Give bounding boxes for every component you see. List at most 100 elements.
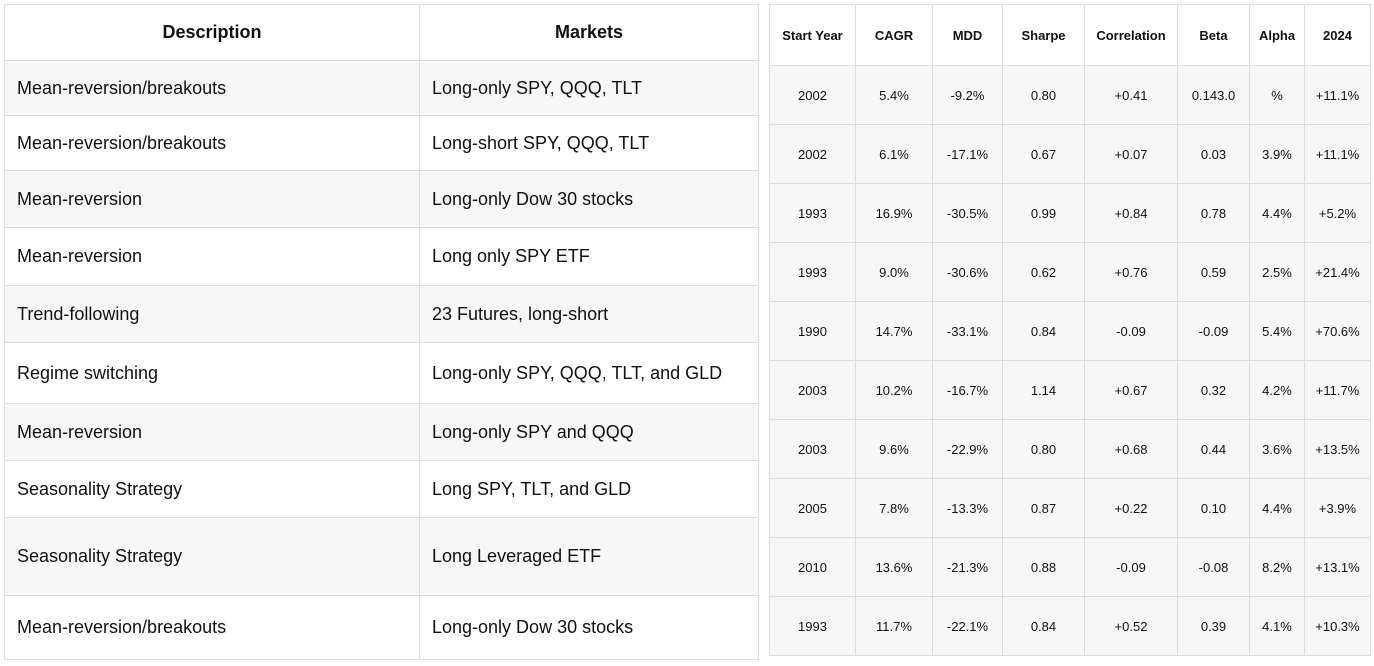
cell-cagr: 5.4% bbox=[855, 65, 933, 125]
cell-cagr: 10.2% bbox=[855, 360, 933, 420]
cell-start-year: 1993 bbox=[769, 183, 856, 243]
cell-cagr: 14.7% bbox=[855, 301, 933, 361]
cell-mdd: -13.3% bbox=[932, 478, 1003, 538]
header-sharpe: Sharpe bbox=[1002, 4, 1085, 66]
cell-correlation: +0.41 bbox=[1084, 65, 1178, 125]
cell-beta: 0.143.0 bbox=[1177, 65, 1250, 125]
cell-correlation: +0.52 bbox=[1084, 596, 1178, 656]
strategies-header-row: Description Markets bbox=[4, 4, 759, 61]
cell-sharpe: 0.67 bbox=[1002, 124, 1085, 184]
cell-sharpe: 0.84 bbox=[1002, 596, 1085, 656]
cell-alpha: 3.9% bbox=[1249, 124, 1305, 184]
cell-beta: 0.44 bbox=[1177, 419, 1250, 479]
strategy-markets: Long-only Dow 30 stocks bbox=[419, 595, 759, 660]
metrics-row: 2003 9.6% -22.9% 0.80 +0.68 0.44 3.6% +1… bbox=[769, 419, 1371, 479]
strategy-markets: Long-only SPY and QQQ bbox=[419, 403, 759, 461]
metrics-row: 1993 9.0% -30.6% 0.62 +0.76 0.59 2.5% +2… bbox=[769, 242, 1371, 302]
cell-2024: +11.1% bbox=[1304, 124, 1371, 184]
cell-sharpe: 0.88 bbox=[1002, 537, 1085, 597]
strategy-description: Mean-reversion/breakouts bbox=[4, 595, 420, 660]
cell-mdd: -33.1% bbox=[932, 301, 1003, 361]
cell-2024: +21.4% bbox=[1304, 242, 1371, 302]
cell-start-year: 1990 bbox=[769, 301, 856, 361]
cell-cagr: 9.6% bbox=[855, 419, 933, 479]
strategy-description: Mean-reversion/breakouts bbox=[4, 60, 420, 116]
cell-mdd: -22.9% bbox=[932, 419, 1003, 479]
strategy-description: Mean-reversion bbox=[4, 170, 420, 228]
strategy-row: Mean-reversion Long-only Dow 30 stocks bbox=[4, 170, 759, 228]
strategy-markets: Long only SPY ETF bbox=[419, 227, 759, 286]
strategy-markets: Long-short SPY, QQQ, TLT bbox=[419, 115, 759, 171]
cell-2024: +11.7% bbox=[1304, 360, 1371, 420]
cell-start-year: 2002 bbox=[769, 124, 856, 184]
strategy-markets: Long SPY, TLT, and GLD bbox=[419, 460, 759, 518]
cell-correlation: +0.07 bbox=[1084, 124, 1178, 184]
metrics-row: 2003 10.2% -16.7% 1.14 +0.67 0.32 4.2% +… bbox=[769, 360, 1371, 420]
cell-correlation: +0.67 bbox=[1084, 360, 1178, 420]
metrics-row: 1990 14.7% -33.1% 0.84 -0.09 -0.09 5.4% … bbox=[769, 301, 1371, 361]
strategy-description: Seasonality Strategy bbox=[4, 460, 420, 518]
cell-start-year: 2003 bbox=[769, 419, 856, 479]
cell-2024: +5.2% bbox=[1304, 183, 1371, 243]
strategy-description: Mean-reversion bbox=[4, 227, 420, 286]
strategy-description: Mean-reversion/breakouts bbox=[4, 115, 420, 171]
strategy-markets: Long-only SPY, QQQ, TLT bbox=[419, 60, 759, 116]
metrics-row: 1993 11.7% -22.1% 0.84 +0.52 0.39 4.1% +… bbox=[769, 596, 1371, 656]
cell-start-year: 2003 bbox=[769, 360, 856, 420]
cell-2024: +11.1% bbox=[1304, 65, 1371, 125]
strategy-row: Trend-following 23 Futures, long-short bbox=[4, 285, 759, 343]
header-cagr: CAGR bbox=[855, 4, 933, 66]
cell-alpha: % bbox=[1249, 65, 1305, 125]
header-description: Description bbox=[4, 4, 420, 61]
metrics-row: 2002 5.4% -9.2% 0.80 +0.41 0.143.0 % +11… bbox=[769, 65, 1371, 125]
cell-sharpe: 0.62 bbox=[1002, 242, 1085, 302]
cell-start-year: 2005 bbox=[769, 478, 856, 538]
header-beta: Beta bbox=[1177, 4, 1250, 66]
cell-cagr: 7.8% bbox=[855, 478, 933, 538]
cell-mdd: -30.5% bbox=[932, 183, 1003, 243]
cell-correlation: +0.22 bbox=[1084, 478, 1178, 538]
cell-start-year: 2010 bbox=[769, 537, 856, 597]
metrics-table: Start Year CAGR MDD Sharpe Correlation B… bbox=[769, 4, 1371, 656]
cell-2024: +70.6% bbox=[1304, 301, 1371, 361]
cell-cagr: 6.1% bbox=[855, 124, 933, 184]
cell-mdd: -17.1% bbox=[932, 124, 1003, 184]
cell-alpha: 4.2% bbox=[1249, 360, 1305, 420]
cell-beta: 0.39 bbox=[1177, 596, 1250, 656]
cell-mdd: -9.2% bbox=[932, 65, 1003, 125]
strategy-row: Mean-reversion Long only SPY ETF bbox=[4, 227, 759, 286]
cell-beta: 0.78 bbox=[1177, 183, 1250, 243]
cell-2024: +13.1% bbox=[1304, 537, 1371, 597]
cell-2024: +13.5% bbox=[1304, 419, 1371, 479]
cell-start-year: 2002 bbox=[769, 65, 856, 125]
strategies-table: Description Markets Mean-reversion/break… bbox=[4, 4, 759, 660]
strategy-row: Seasonality Strategy Long Leveraged ETF bbox=[4, 517, 759, 596]
cell-alpha: 2.5% bbox=[1249, 242, 1305, 302]
metrics-row: 2010 13.6% -21.3% 0.88 -0.09 -0.08 8.2% … bbox=[769, 537, 1371, 597]
cell-beta: -0.08 bbox=[1177, 537, 1250, 597]
strategy-markets: Long-only Dow 30 stocks bbox=[419, 170, 759, 228]
strategy-row: Mean-reversion/breakouts Long-only Dow 3… bbox=[4, 595, 759, 660]
cell-sharpe: 0.80 bbox=[1002, 65, 1085, 125]
strategy-markets: Long Leveraged ETF bbox=[419, 517, 759, 596]
cell-alpha: 5.4% bbox=[1249, 301, 1305, 361]
cell-beta: 0.59 bbox=[1177, 242, 1250, 302]
cell-alpha: 4.4% bbox=[1249, 478, 1305, 538]
strategy-description: Seasonality Strategy bbox=[4, 517, 420, 596]
strategy-description: Trend-following bbox=[4, 285, 420, 343]
cell-correlation: -0.09 bbox=[1084, 301, 1178, 361]
cell-2024: +3.9% bbox=[1304, 478, 1371, 538]
strategy-row: Mean-reversion/breakouts Long-only SPY, … bbox=[4, 60, 759, 116]
header-start-year: Start Year bbox=[769, 4, 856, 66]
cell-beta: 0.10 bbox=[1177, 478, 1250, 538]
cell-cagr: 13.6% bbox=[855, 537, 933, 597]
strategy-row: Mean-reversion Long-only SPY and QQQ bbox=[4, 403, 759, 461]
metrics-row: 2002 6.1% -17.1% 0.67 +0.07 0.03 3.9% +1… bbox=[769, 124, 1371, 184]
cell-beta: -0.09 bbox=[1177, 301, 1250, 361]
cell-beta: 0.03 bbox=[1177, 124, 1250, 184]
cell-sharpe: 0.87 bbox=[1002, 478, 1085, 538]
cell-beta: 0.32 bbox=[1177, 360, 1250, 420]
cell-alpha: 4.4% bbox=[1249, 183, 1305, 243]
strategy-row: Regime switching Long-only SPY, QQQ, TLT… bbox=[4, 342, 759, 404]
cell-mdd: -30.6% bbox=[932, 242, 1003, 302]
